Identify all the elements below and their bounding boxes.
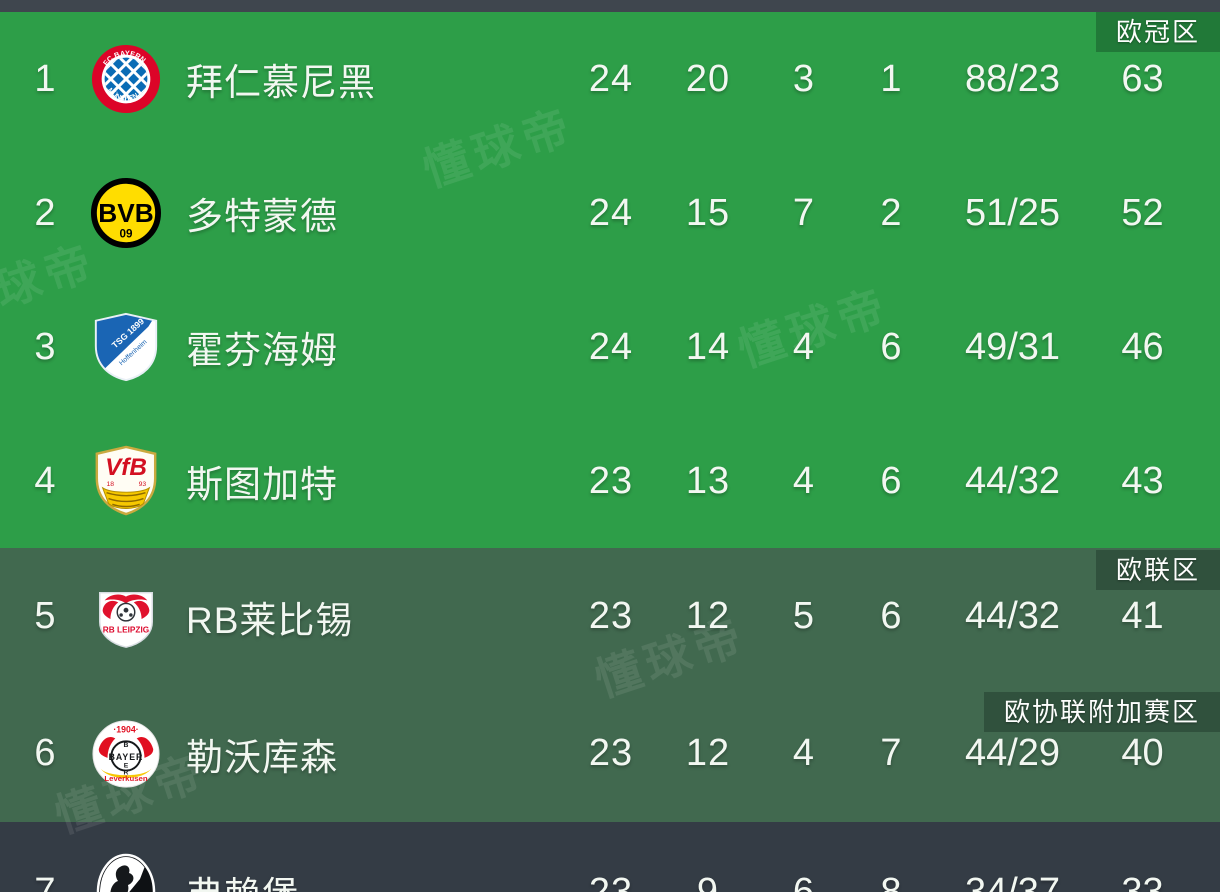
rank: 6 xyxy=(34,732,56,774)
points: 63 xyxy=(1121,57,1164,100)
wins: 14 xyxy=(685,325,731,368)
freiburg-logo xyxy=(90,853,162,892)
svg-text:VfB: VfB xyxy=(105,454,147,481)
draws: 4 xyxy=(792,325,816,368)
rank: 4 xyxy=(34,459,56,502)
team-name: 多特蒙德 xyxy=(186,196,338,237)
goals-for-against: 51/25 xyxy=(964,191,1061,234)
table-row[interactable]: 1 xyxy=(0,12,1220,146)
europa-league-zone-section: 欧联区 欧协联附加赛区 5 RB LEIPZIG RB莱比锡 23 12 xyxy=(0,548,1220,822)
rb-leipzig-logo: RB LEIPZIG xyxy=(90,580,162,654)
rank: 2 xyxy=(34,191,56,234)
goals-for-against: 44/32 xyxy=(964,459,1061,502)
svg-text:93: 93 xyxy=(139,481,147,488)
stuttgart-logo: VfB 18 93 xyxy=(90,444,162,518)
losses: 1 xyxy=(880,57,903,100)
svg-text:B: B xyxy=(124,742,129,749)
bayern-munich-logo: FC BAYERN MÜNCHEN xyxy=(90,42,162,116)
losses: 7 xyxy=(880,732,903,774)
borussia-dortmund-logo: BVB 09 xyxy=(90,176,162,250)
europa-zone-badge: 欧联区 xyxy=(1095,550,1220,590)
goals-for-against: 44/32 xyxy=(964,595,1061,637)
goals-for-against: 34/37 xyxy=(964,870,1061,892)
svg-text:18: 18 xyxy=(107,481,115,488)
table-row[interactable]: 7 弗赖堡 23 9 6 8 34/37 33 xyxy=(0,822,1220,892)
matches-played: 23 xyxy=(588,459,634,502)
svg-text:RB LEIPZIG: RB LEIPZIG xyxy=(103,625,149,634)
svg-text:BVB: BVB xyxy=(98,198,153,228)
wins: 9 xyxy=(696,870,720,892)
rank: 1 xyxy=(34,57,56,100)
draws: 6 xyxy=(792,870,816,892)
champions-zone-badge: 欧冠区 xyxy=(1095,12,1220,52)
table-row[interactable]: 5 RB LEIPZIG RB莱比锡 23 12 5 6 44/32 xyxy=(0,548,1220,685)
matches-played: 24 xyxy=(588,57,634,100)
matches-played: 23 xyxy=(588,870,634,892)
goals-for-against: 49/31 xyxy=(964,325,1061,368)
rank: 5 xyxy=(34,595,56,637)
top-bar xyxy=(0,0,1220,12)
points: 33 xyxy=(1121,870,1164,892)
matches-played: 23 xyxy=(588,595,634,637)
table-row[interactable]: 4 VfB 18 93 斯图加特 23 13 4 6 44/32 43 xyxy=(0,414,1220,548)
wins: 12 xyxy=(685,732,731,774)
wins: 13 xyxy=(685,459,731,502)
svg-text:R: R xyxy=(124,769,129,776)
svg-text:·1904·: ·1904· xyxy=(113,724,138,734)
conference-playoff-zone-badge: 欧协联附加赛区 xyxy=(983,692,1220,732)
svg-text:Leverkusen: Leverkusen xyxy=(104,774,147,783)
points: 52 xyxy=(1121,191,1164,234)
team-name: 斯图加特 xyxy=(186,464,338,505)
matches-played: 24 xyxy=(588,325,634,368)
points: 40 xyxy=(1121,732,1164,774)
rank: 3 xyxy=(34,325,56,368)
hoffenheim-logo: TSG 1899 Hoffenheim xyxy=(90,310,162,384)
team-name: 霍芬海姆 xyxy=(186,330,338,371)
svg-text:E: E xyxy=(124,762,129,769)
draws: 5 xyxy=(792,595,816,637)
goals-for-against: 88/23 xyxy=(964,57,1061,100)
team-name: 勒沃库森 xyxy=(186,736,338,778)
lower-table-section: 7 弗赖堡 23 9 6 8 34/37 33 xyxy=(0,822,1220,892)
goals-for-against: 44/29 xyxy=(964,732,1061,774)
draws: 4 xyxy=(792,732,816,774)
draws: 4 xyxy=(792,459,816,502)
losses: 8 xyxy=(880,870,903,892)
points: 43 xyxy=(1121,459,1164,502)
losses: 2 xyxy=(880,191,903,234)
wins: 12 xyxy=(685,595,731,637)
team-name: 弗赖堡 xyxy=(162,865,566,892)
draws: 7 xyxy=(792,191,816,234)
svg-text:BAYER: BAYER xyxy=(109,751,144,761)
rank: 7 xyxy=(34,870,56,892)
table-row[interactable]: 3 TSG 1899 Hoffenheim 霍芬海姆 24 14 4 6 4 xyxy=(0,280,1220,414)
losses: 6 xyxy=(880,459,903,502)
team-name: RB莱比锡 xyxy=(186,599,354,641)
table-row[interactable]: 6 ·1904· B BAYER E R Leverkusen 勒沃库森 23 xyxy=(0,685,1220,822)
matches-played: 24 xyxy=(588,191,634,234)
losses: 6 xyxy=(880,595,903,637)
wins: 20 xyxy=(685,57,731,100)
draws: 3 xyxy=(792,57,816,100)
table-row[interactable]: 2 BVB 09 多特蒙德 24 15 7 2 51/25 52 xyxy=(0,146,1220,280)
wins: 15 xyxy=(685,191,731,234)
team-name: 拜仁慕尼黑 xyxy=(186,62,376,103)
svg-text:09: 09 xyxy=(120,227,133,240)
bayer-leverkusen-logo: ·1904· B BAYER E R Leverkusen xyxy=(90,717,162,791)
matches-played: 23 xyxy=(588,732,634,774)
points: 41 xyxy=(1121,595,1164,637)
losses: 6 xyxy=(880,325,903,368)
points: 46 xyxy=(1121,325,1164,368)
champions-league-zone-section: 欧冠区 1 xyxy=(0,12,1220,548)
